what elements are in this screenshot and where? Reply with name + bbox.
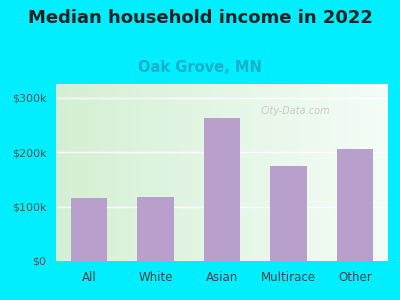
Text: City-Data.com: City-Data.com xyxy=(260,106,330,116)
Bar xyxy=(204,118,240,261)
Bar xyxy=(137,197,174,261)
Bar xyxy=(336,149,373,261)
Bar xyxy=(270,166,307,261)
Text: Median household income in 2022: Median household income in 2022 xyxy=(28,9,372,27)
Text: Oak Grove, MN: Oak Grove, MN xyxy=(138,60,262,75)
Bar xyxy=(71,198,108,261)
